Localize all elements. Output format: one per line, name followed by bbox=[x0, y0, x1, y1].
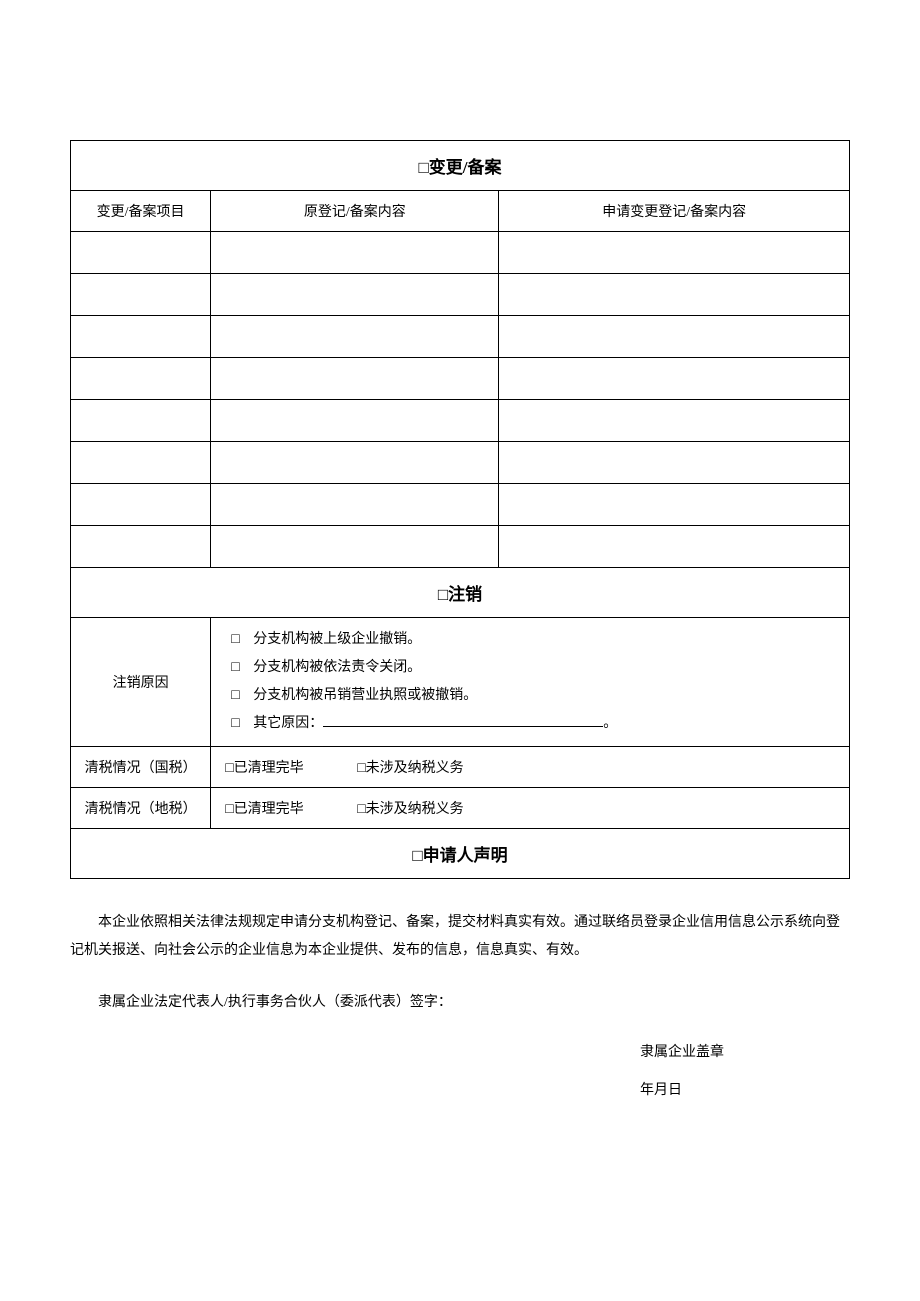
col-header-requested: 申请变更登记/备案内容 bbox=[499, 191, 850, 232]
cancel-option-revoked-by-parent[interactable]: □分支机构被上级企业撤销。 bbox=[231, 626, 829, 654]
signature-label: 隶属企业法定代表人/执行事务合伙人（委派代表）签字： bbox=[70, 991, 850, 1011]
option-text: 分支机构被依法责令关闭。 bbox=[253, 660, 421, 675]
change-row-original[interactable] bbox=[211, 484, 499, 526]
checkbox-icon: □ bbox=[231, 626, 253, 654]
other-reason-input[interactable] bbox=[323, 713, 603, 727]
cancel-option-other[interactable]: □其它原因： 。 bbox=[231, 710, 829, 738]
tax-local-none[interactable]: □未涉及纳税义务 bbox=[357, 798, 463, 818]
change-row-item[interactable] bbox=[71, 484, 211, 526]
change-row-original[interactable] bbox=[211, 316, 499, 358]
checkbox-icon: □ bbox=[231, 710, 253, 738]
tax-national-done[interactable]: □已清理完毕 bbox=[225, 757, 303, 777]
change-row-requested[interactable] bbox=[499, 400, 850, 442]
section-change-header: □变更/备案 bbox=[71, 141, 850, 191]
cancel-reason-label: 注销原因 bbox=[71, 618, 211, 747]
cancel-option-license-revoked[interactable]: □分支机构被吊销营业执照或被撤销。 bbox=[231, 682, 829, 710]
cancel-reason-options: □分支机构被上级企业撤销。 □分支机构被依法责令关闭。 □分支机构被吊销营业执照… bbox=[211, 618, 850, 747]
change-row-original[interactable] bbox=[211, 526, 499, 568]
stamp-label: 隶属企业盖章 bbox=[70, 1041, 850, 1061]
checkbox-icon: □ bbox=[231, 682, 253, 710]
col-header-original: 原登记/备案内容 bbox=[211, 191, 499, 232]
cancel-option-ordered-closed[interactable]: □分支机构被依法责令关闭。 bbox=[231, 654, 829, 682]
section-cancel-header: □注销 bbox=[71, 568, 850, 618]
change-row-original[interactable] bbox=[211, 274, 499, 316]
change-row-requested[interactable] bbox=[499, 358, 850, 400]
form-table: □变更/备案 变更/备案项目 原登记/备案内容 申请变更登记/备案内容 □注销 … bbox=[70, 140, 850, 879]
change-row-item[interactable] bbox=[71, 442, 211, 484]
change-row-item[interactable] bbox=[71, 400, 211, 442]
change-row-item[interactable] bbox=[71, 274, 211, 316]
declaration-body: 本企业依照相关法律法规规定申请分支机构登记、备案，提交材料真实有效。通过联络员登… bbox=[70, 909, 850, 965]
change-row-item[interactable] bbox=[71, 316, 211, 358]
tax-local-options: □已清理完毕 □未涉及纳税义务 bbox=[211, 788, 850, 829]
change-row-requested[interactable] bbox=[499, 484, 850, 526]
change-row-item[interactable] bbox=[71, 232, 211, 274]
tax-national-options: □已清理完毕 □未涉及纳税义务 bbox=[211, 747, 850, 788]
change-row-original[interactable] bbox=[211, 400, 499, 442]
checkbox-icon: □ bbox=[231, 654, 253, 682]
change-row-requested[interactable] bbox=[499, 316, 850, 358]
change-row-item[interactable] bbox=[71, 526, 211, 568]
date-label: 年月日 bbox=[70, 1079, 850, 1099]
option-text: 分支机构被吊销营业执照或被撤销。 bbox=[253, 688, 477, 703]
tax-local-done[interactable]: □已清理完毕 bbox=[225, 798, 303, 818]
change-row-requested[interactable] bbox=[499, 526, 850, 568]
tax-national-label: 清税情况（国税） bbox=[71, 747, 211, 788]
change-row-original[interactable] bbox=[211, 442, 499, 484]
tax-local-label: 清税情况（地税） bbox=[71, 788, 211, 829]
section-declare-header: □申请人声明 bbox=[71, 829, 850, 879]
change-row-requested[interactable] bbox=[499, 274, 850, 316]
option-text: 分支机构被上级企业撤销。 bbox=[253, 632, 421, 647]
change-row-item[interactable] bbox=[71, 358, 211, 400]
change-row-requested[interactable] bbox=[499, 232, 850, 274]
col-header-item: 变更/备案项目 bbox=[71, 191, 211, 232]
change-row-original[interactable] bbox=[211, 358, 499, 400]
change-row-requested[interactable] bbox=[499, 442, 850, 484]
change-row-original[interactable] bbox=[211, 232, 499, 274]
option-text-suffix: 。 bbox=[603, 716, 617, 731]
tax-national-none[interactable]: □未涉及纳税义务 bbox=[357, 757, 463, 777]
option-text-prefix: 其它原因： bbox=[253, 716, 323, 731]
